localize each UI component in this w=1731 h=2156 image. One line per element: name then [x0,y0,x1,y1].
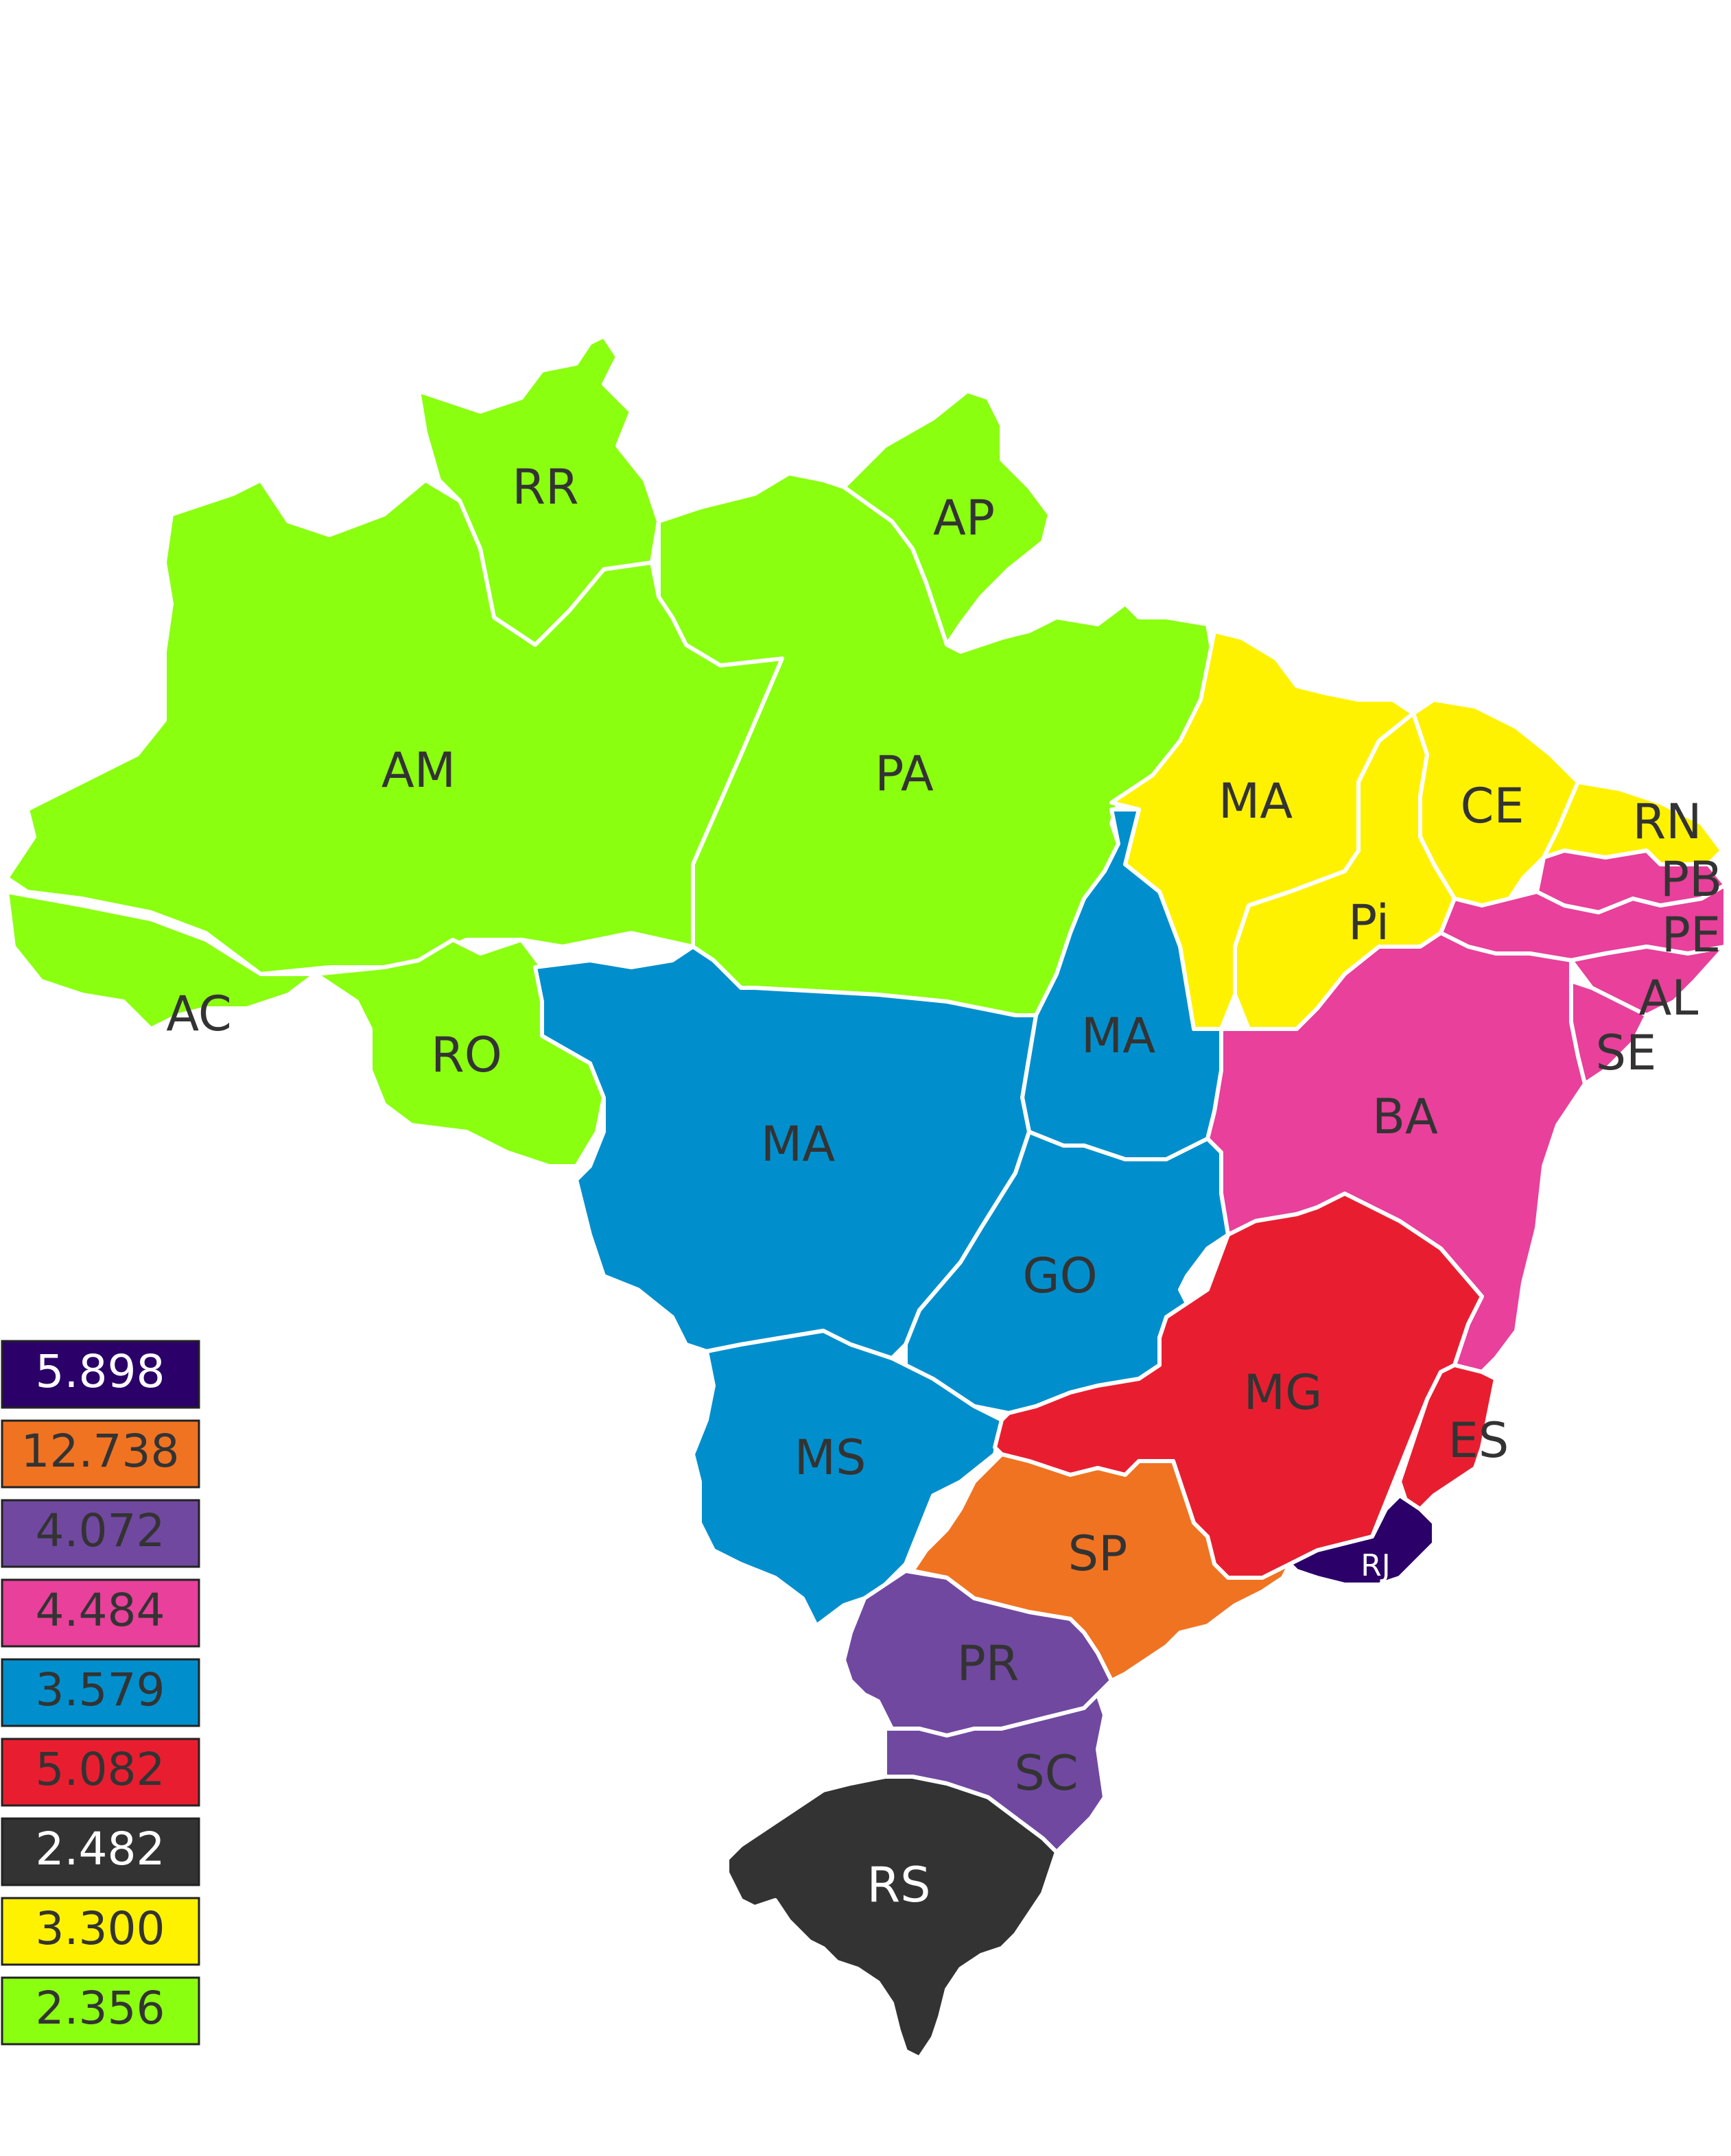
label-ba: BA [1372,1089,1438,1145]
label-sp: SP [1068,1526,1128,1582]
state-ac[interactable] [5,890,318,1031]
legend-swatch [1,1817,200,1886]
legend-swatch [1,1658,200,1727]
label-al: AL [1639,970,1699,1026]
legend-swatch [1,1340,200,1409]
legend-value: 5.898 [36,1345,165,1398]
state-ro[interactable] [314,938,606,1168]
label-pa: PA [875,746,934,802]
legend-item: 2.482 [1,1817,200,1886]
legend-value: 2.356 [36,1982,165,2035]
label-rs: RS [867,1857,930,1913]
state-am[interactable] [5,478,784,976]
state-rs[interactable] [725,1775,1059,2060]
legend: 5.898 12.738 4.072 4.484 3.579 5.082 2.4… [1,1340,200,2046]
legend-swatch [1,1419,200,1489]
legend-value: 3.300 [36,1902,165,1955]
state-ms[interactable] [691,1329,1004,1628]
label-ce: CE [1460,778,1524,834]
legend-value: 12.738 [21,1425,180,1478]
label-to: MA [1081,1008,1155,1064]
state-labels: RR AP AM PA AC RO MA CE RN Pi PB PE AL S… [166,459,1722,1913]
legend-item: 5.082 [1,1738,200,1807]
label-ma-north: MA [1218,773,1293,829]
legend-swatch [1,1976,200,2046]
label-go: GO [1022,1248,1097,1304]
label-se: SE [1596,1025,1657,1081]
legend-item: 5.898 [1,1340,200,1409]
label-mg: MG [1244,1364,1323,1421]
state-es[interactable] [1398,1363,1498,1511]
label-sc: SC [1014,1745,1078,1801]
label-ap: AP [933,490,995,546]
label-ro: RO [431,1027,502,1083]
label-es: ES [1448,1412,1509,1469]
label-pr: PR [957,1635,1020,1692]
legend-swatch [1,1897,200,1966]
label-pe: PE [1662,907,1721,963]
legend-item: 3.579 [1,1658,200,1727]
legend-item: 4.484 [1,1578,200,1648]
legend-value: 4.484 [36,1584,165,1637]
label-am: AM [381,742,456,798]
label-rr: RR [512,459,578,515]
legend-item: 2.356 [1,1976,200,2046]
label-pb: PB [1660,851,1722,908]
legend-item: 12.738 [1,1419,200,1489]
legend-swatch [1,1578,200,1648]
legend-value: 5.082 [36,1743,165,1796]
label-mt: MA [761,1116,835,1172]
legend-value: 3.579 [36,1663,165,1716]
legend-value: 4.072 [36,1504,165,1557]
label-ms: MS [794,1430,867,1486]
state-rj[interactable] [1288,1493,1436,1587]
label-rn: RN [1632,794,1701,850]
label-rj: RJ [1361,1548,1391,1583]
legend-swatch [1,1738,200,1807]
legend-item: 4.072 [1,1499,200,1568]
legend-swatch [1,1499,200,1568]
legend-item: 3.300 [1,1897,200,1966]
state-shapes [5,334,1728,2060]
label-pi: Pi [1348,895,1389,951]
legend-value: 2.482 [36,1823,165,1875]
label-ac: AC [166,986,232,1042]
